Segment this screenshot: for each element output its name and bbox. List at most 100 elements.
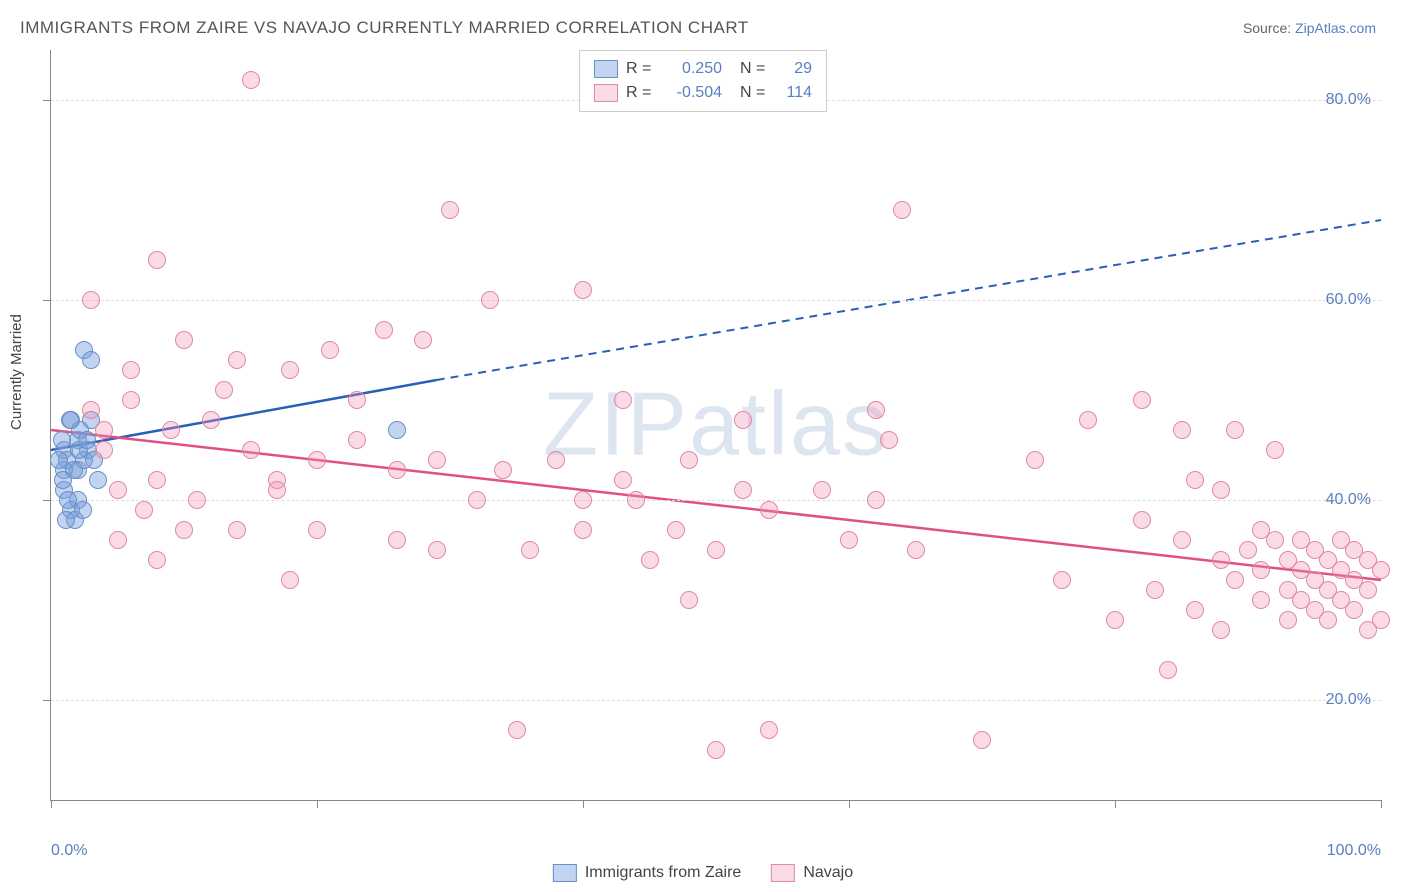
data-point (760, 501, 778, 519)
x-tick (849, 800, 850, 808)
data-point (1079, 411, 1097, 429)
data-point (348, 431, 366, 449)
data-point (202, 411, 220, 429)
data-point (760, 721, 778, 739)
data-point (641, 551, 659, 569)
data-point (547, 451, 565, 469)
data-point (1212, 481, 1230, 499)
data-point (148, 471, 166, 489)
series-legend: Immigrants from Zaire Navajo (553, 864, 853, 882)
x-tick (583, 800, 584, 808)
data-point (82, 351, 100, 369)
data-point (57, 511, 75, 529)
data-point (242, 441, 260, 459)
y-tick (43, 500, 51, 501)
data-point (428, 451, 446, 469)
legend-n-label: N = (740, 57, 768, 81)
legend-n-value: 29 (776, 57, 812, 81)
data-point (308, 451, 326, 469)
data-point (1212, 551, 1230, 569)
data-point (1186, 601, 1204, 619)
data-point (1252, 591, 1270, 609)
data-point (388, 531, 406, 549)
data-point (707, 541, 725, 559)
source-link[interactable]: ZipAtlas.com (1295, 20, 1376, 36)
data-point (281, 361, 299, 379)
data-point (1226, 421, 1244, 439)
data-point (1026, 451, 1044, 469)
data-point (50, 451, 68, 469)
data-point (521, 541, 539, 559)
data-point (321, 341, 339, 359)
data-point (95, 441, 113, 459)
data-point (1133, 391, 1151, 409)
data-point (148, 251, 166, 269)
data-point (1359, 581, 1377, 599)
gridline (51, 700, 1381, 701)
data-point (375, 321, 393, 339)
data-point (1252, 521, 1270, 539)
data-point (89, 471, 107, 489)
data-point (1159, 661, 1177, 679)
y-tick-label: 60.0% (1326, 291, 1371, 309)
data-point (1266, 441, 1284, 459)
chart-plot-area: ZIPatlas 20.0%40.0%60.0%80.0%0.0%100.0% (50, 50, 1381, 801)
data-point (893, 201, 911, 219)
data-point (82, 401, 100, 419)
data-point (122, 391, 140, 409)
data-point (175, 521, 193, 539)
data-point (468, 491, 486, 509)
data-point (162, 421, 180, 439)
data-point (135, 501, 153, 519)
data-point (1239, 541, 1257, 559)
data-point (441, 201, 459, 219)
x-tick (51, 800, 52, 808)
legend-series-label: Navajo (803, 864, 853, 882)
data-point (61, 411, 79, 429)
data-point (574, 491, 592, 509)
data-point (388, 421, 406, 439)
data-point (1372, 561, 1390, 579)
data-point (1053, 571, 1071, 589)
data-point (308, 521, 326, 539)
y-tick (43, 100, 51, 101)
data-point (1133, 511, 1151, 529)
y-axis-label: Currently Married (8, 314, 25, 430)
data-point (813, 481, 831, 499)
data-point (1186, 471, 1204, 489)
x-tick (1381, 800, 1382, 808)
y-tick-label: 80.0% (1326, 91, 1371, 109)
data-point (228, 351, 246, 369)
data-point (707, 741, 725, 759)
legend-r-label: R = (626, 57, 654, 81)
data-point (627, 491, 645, 509)
legend-row: R = 0.250 N = 29 (594, 57, 812, 81)
chart-title: IMMIGRANTS FROM ZAIRE VS NAVAJO CURRENTL… (20, 18, 749, 38)
legend-r-value: 0.250 (662, 57, 722, 81)
data-point (281, 571, 299, 589)
data-point (867, 401, 885, 419)
source-attribution: Source: ZipAtlas.com (1243, 20, 1376, 36)
data-point (414, 331, 432, 349)
data-point (82, 291, 100, 309)
legend-item: Immigrants from Zaire (553, 864, 741, 882)
data-point (242, 71, 260, 89)
data-point (840, 531, 858, 549)
x-tick-label: 0.0% (51, 842, 87, 860)
legend-r-label: R = (626, 81, 654, 105)
legend-swatch (594, 60, 618, 78)
data-point (74, 501, 92, 519)
data-point (215, 381, 233, 399)
data-point (614, 471, 632, 489)
x-tick (1115, 800, 1116, 808)
legend-swatch (594, 84, 618, 102)
data-point (175, 331, 193, 349)
data-point (1146, 581, 1164, 599)
data-point (388, 461, 406, 479)
y-tick (43, 300, 51, 301)
data-point (734, 411, 752, 429)
data-point (188, 491, 206, 509)
legend-swatch (771, 864, 795, 882)
data-point (1345, 601, 1363, 619)
data-point (680, 451, 698, 469)
